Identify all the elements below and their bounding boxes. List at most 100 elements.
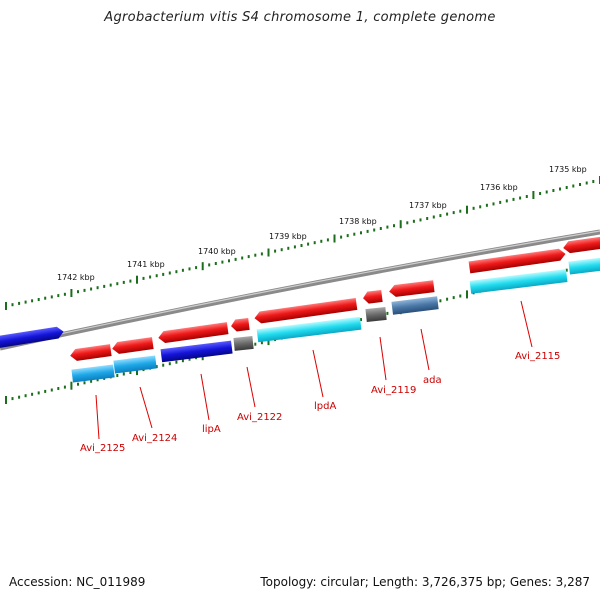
outer-scale-minor-tick [37,298,40,301]
accession-text: Accession: NC_011989 [9,575,146,589]
gene-label-lipa[interactable]: lipA [202,424,221,435]
outer-scale-minor-tick [373,228,376,232]
outer-scale-minor-tick [109,283,112,287]
gene-arrow-ada[interactable] [388,280,435,297]
inner-scale-minor-tick [439,299,442,303]
cds-box-lpda[interactable] [256,316,362,343]
gene-arrow-avi-2119[interactable] [362,289,383,304]
gene-arrow-lipa-upper[interactable] [158,322,229,344]
cds-box-lipa[interactable] [160,340,233,363]
outer-scale-minor-tick [492,202,495,206]
outer-scale-minor-tick [241,256,244,260]
gene-label-avi-2115[interactable]: Avi_2115 [515,351,560,362]
scale-label-1736-kbp: 1736 kbp [480,183,518,192]
inner-scale-minor-tick [57,387,60,390]
inner-scale-minor-tick [96,378,99,382]
outer-scale-minor-tick [559,187,561,191]
gene-label-avi-2122[interactable]: Avi_2122 [237,412,282,423]
chromosome-backbone [0,229,600,351]
cds-box-right-edge[interactable] [568,256,600,275]
gene-label-avi-2125[interactable]: Avi_2125 [80,443,125,454]
gene-label-lpda[interactable]: lpdA [314,401,336,412]
outer-scale-minor-tick [280,248,283,252]
outer-scale-minor-tick [585,181,588,185]
chromosome-backbone-highlight [0,230,600,348]
outer-scale-minor-tick [552,189,555,192]
outer-scale-minor-tick [162,272,165,276]
outer-scale-minor-tick [57,294,60,298]
outer-scale-minor-tick [77,290,79,294]
outer-scale-minor-tick [228,259,230,263]
cds-box-avi-2119[interactable] [365,306,387,323]
gene-label-avi-2124[interactable]: Avi_2124 [132,433,177,444]
outer-scale-minor-tick [406,221,409,225]
outer-scale-minor-tick [260,252,263,256]
inner-scale-major-tick [70,381,73,390]
outer-scale-minor-tick [149,275,152,279]
inner-scale-major-tick [466,290,468,299]
inner-scale-minor-tick [386,311,389,315]
gene-arrow-lpda[interactable] [254,297,358,324]
outer-scale-minor-tick [592,180,595,183]
gene-arrow-avi-2125[interactable] [69,344,112,362]
cds-box-avi-2125[interactable] [71,364,115,383]
outer-scale-minor-tick [83,288,86,292]
cds-box-avi-2115[interactable] [469,269,568,294]
outer-scale-minor-tick [393,224,395,228]
outer-scale-minor-tick [287,246,290,250]
gene-arrow-right-edge[interactable] [562,235,600,254]
scale-label-1735-kbp: 1735 kbp [549,165,587,174]
outer-scale-minor-tick [452,211,455,215]
outer-scale-minor-tick [63,292,66,296]
gene-label-ada[interactable]: ada [423,375,442,386]
scale-label-1740-kbp: 1740 kbp [198,247,236,256]
gene-arrow-avi-2122[interactable] [230,317,250,332]
outer-scale-minor-tick [188,267,191,271]
outer-scale-minor-tick [459,209,462,213]
inner-scale-minor-tick [77,382,79,386]
outer-scale-minor-tick [340,235,343,239]
outer-scale-minor-tick [214,262,217,265]
gene-arrow-avi-2115[interactable] [468,248,567,274]
outer-scale-minor-tick [479,205,482,209]
outer-scale-minor-tick [208,263,211,267]
outer-scale-minor-tick [353,232,356,236]
outer-scale-minor-tick [419,218,422,222]
inner-scale-minor-tick [116,374,119,377]
outer-scale-minor-tick [247,255,250,259]
outer-scale-minor-tick [122,280,125,284]
inner-scale-minor-tick [188,357,191,361]
inner-scale-minor-tick [155,365,158,369]
cds-box-avi-2124[interactable] [113,355,157,374]
cds-box-avi-2122[interactable] [233,335,254,351]
inner-scale-minor-tick [44,389,47,393]
outer-scale-minor-tick [512,197,515,201]
outer-scale-major-tick [5,302,7,310]
outer-scale-minor-tick [379,227,382,230]
outer-scale-minor-tick [155,274,158,278]
gene-arrow-avi-2124[interactable] [111,337,154,355]
outer-scale-minor-tick [234,257,237,261]
outer-scale-minor-tick [545,190,548,194]
inner-scale-minor-tick [37,391,40,395]
outer-scale-minor-tick [175,270,178,274]
cds-box-ada[interactable] [391,296,439,315]
scale-label-1741-kbp: 1741 kbp [127,260,165,269]
outer-scale-minor-tick [221,260,224,264]
outer-scale-major-tick [267,248,270,257]
outer-scale-minor-tick [103,284,106,288]
gene-arrow-far-left[interactable] [0,326,65,350]
inner-scale-minor-tick [31,392,34,396]
outer-scale-minor-tick [168,271,171,275]
outer-scale-minor-tick [90,287,93,291]
gene-label-avi-2119[interactable]: Avi_2119 [371,385,416,396]
outer-scale-minor-tick [320,239,323,243]
outer-scale-minor-tick [565,186,568,189]
outer-scale-major-tick [333,234,336,243]
outer-scale-minor-tick [116,282,119,286]
outer-scale-major-tick [466,205,468,214]
scale-label-1742-kbp: 1742 kbp [57,273,95,282]
scale-label-1738-kbp: 1738 kbp [339,217,377,226]
outer-scale-minor-tick [519,196,522,200]
